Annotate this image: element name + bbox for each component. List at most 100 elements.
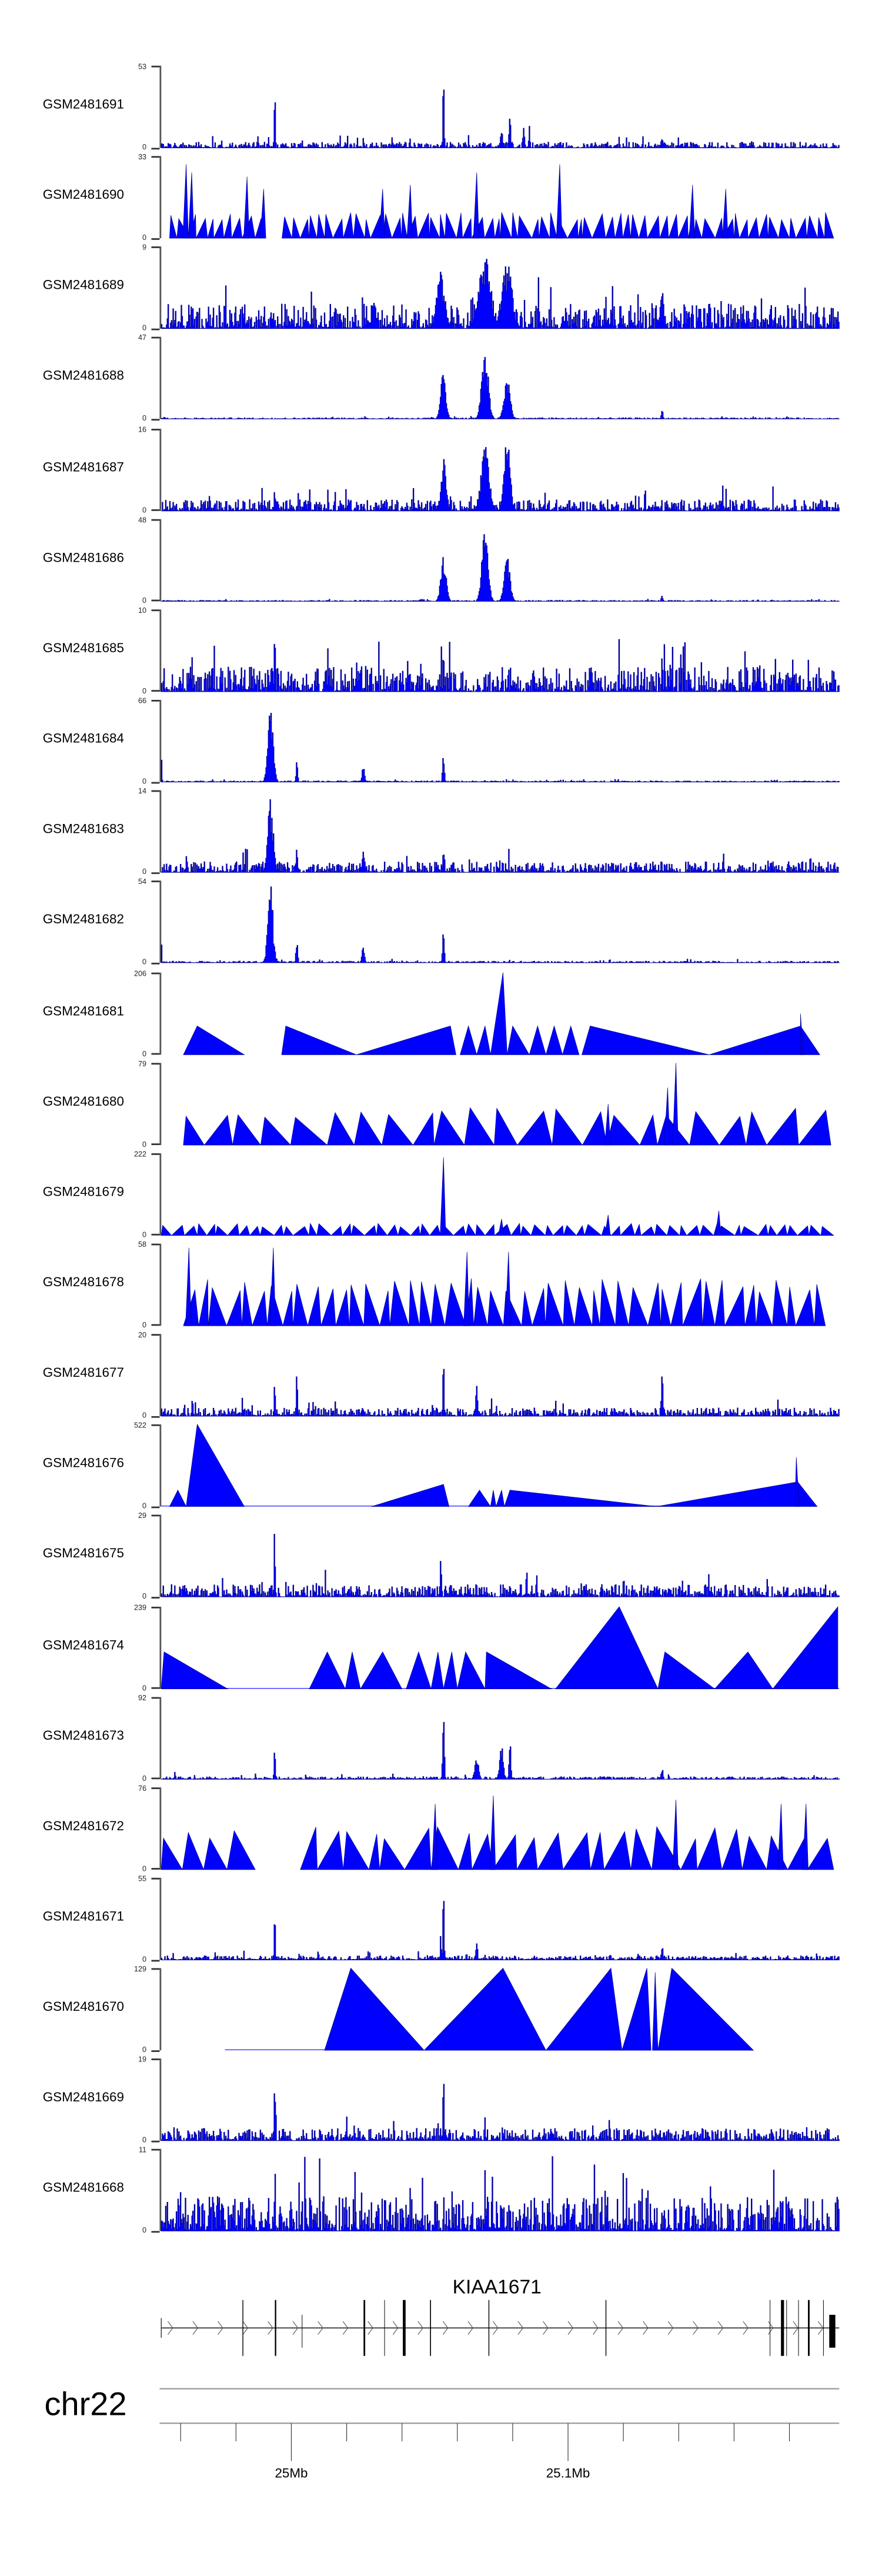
coverage-triangle (734, 1224, 741, 1236)
coverage-triangle (260, 1226, 275, 1236)
coverage-triangle (504, 1490, 657, 1507)
y-max-label: 58 (138, 1240, 147, 1249)
coverage-triangle (767, 217, 779, 239)
y-axis (159, 2149, 162, 2232)
coverage-triangle (714, 1650, 773, 1689)
coverage-triangle (532, 1288, 546, 1326)
coverage-triangle (772, 1280, 788, 1326)
y-tick (151, 147, 160, 148)
y-tick (151, 246, 160, 248)
coverage-triangle (772, 1605, 838, 1689)
coverage-triangle (545, 1224, 554, 1236)
y-max-label: 53 (138, 62, 147, 71)
y-axis (159, 246, 162, 329)
coverage-triangle (363, 1283, 380, 1326)
signal-plot (161, 1901, 840, 1961)
coverage-triangle (433, 1110, 465, 1145)
coverage-triangle (689, 1110, 720, 1145)
y-max-label: 11 (138, 2146, 147, 2155)
coverage-triangle (490, 972, 507, 1055)
track-GSM2481688: GSM2481688 47 0 (0, 334, 882, 423)
coverage-triangle (702, 1281, 716, 1326)
coverage-triangle (592, 1290, 600, 1326)
coverage-triangle (316, 1223, 332, 1236)
coverage-triangle (226, 1290, 242, 1326)
coverage-triangle (464, 1106, 495, 1145)
coverage-triangle (300, 219, 309, 239)
coverage-triangle (327, 1111, 355, 1145)
coverage-triangle (767, 1224, 777, 1236)
coverage-triangle (582, 1110, 607, 1145)
coverage-triangle (647, 1282, 662, 1326)
coverage-triangle (545, 1024, 563, 1055)
y-axis (159, 1334, 162, 1417)
coverage-triangle (715, 1210, 721, 1236)
y-tick (151, 1787, 160, 1788)
coverage-triangle (283, 1226, 293, 1236)
track-GSM2481691: GSM2481691 53 0 (0, 62, 882, 151)
coverage-triangle (494, 1107, 518, 1145)
y-tick (151, 962, 160, 963)
coverage-triangle (465, 1223, 476, 1236)
track-GSM2481668: GSM2481668 11 0 (0, 2146, 882, 2235)
coverage-triangle (171, 1224, 185, 1236)
strand-arrow-icon (593, 2321, 599, 2335)
coverage-triangle (668, 214, 679, 239)
coverage-triangle (195, 218, 208, 239)
signal-plot (169, 164, 834, 239)
coverage-triangle (430, 1651, 444, 1689)
coverage-triangle (213, 219, 225, 239)
coverage-triangle (659, 216, 669, 239)
signal-bars (161, 259, 840, 329)
coverage-triangle (198, 1279, 209, 1326)
coverage-triangle (802, 1803, 808, 1870)
coverage-triangle (324, 214, 333, 239)
coverage-triangle (345, 1651, 361, 1689)
track-GSM2481679: GSM2481679 222 0 (0, 1150, 882, 1239)
signal-plot (161, 639, 840, 692)
track-label: GSM2481678 (42, 1274, 124, 1290)
track-label: GSM2481680 (42, 1093, 124, 1109)
y-axis (159, 2058, 162, 2141)
y-max-label: 9 (142, 243, 147, 252)
y-tick (151, 1424, 160, 1426)
track-GSM2481678: GSM2481678 58 0 (0, 1240, 882, 1329)
strand-arrow-icon (242, 2321, 249, 2335)
y-axis (159, 1606, 162, 1689)
coverage-triangle (484, 218, 495, 239)
coverage-triangle (545, 1968, 623, 2051)
coverage-triangle (206, 1223, 216, 1236)
coverage-triangle (473, 172, 479, 239)
signal-bars (161, 1369, 840, 1417)
coverage-triangle (759, 214, 769, 239)
coverage-triangle (660, 1289, 671, 1326)
coverage-triangle (521, 1291, 533, 1326)
coverage-triangle (498, 1219, 505, 1236)
track-GSM2481690: GSM2481690 33 0 (0, 153, 882, 242)
coverage-triangle (182, 1831, 204, 1870)
y-max-label: 33 (138, 153, 147, 162)
signal-plot (183, 972, 820, 1055)
coverage-triangle (814, 1284, 826, 1326)
signal-plot (161, 1534, 840, 1598)
coverage-triangle (379, 1837, 405, 1870)
y-min-label: 0 (142, 1683, 147, 1691)
coverage-triangle (308, 215, 318, 239)
coverage-triangle (364, 219, 371, 239)
coverage-triangle (530, 1224, 546, 1236)
coverage-triangle (300, 1826, 318, 1870)
exon (808, 2300, 810, 2356)
y-max-label: 47 (138, 334, 147, 343)
track-label: GSM2481686 (42, 550, 124, 565)
exon (823, 2300, 824, 2356)
track-GSM2481674: GSM2481674 239 0 (0, 1603, 882, 1691)
y-tick (151, 609, 160, 610)
coverage-triangle (496, 1490, 505, 1507)
coverage-triangle (584, 1223, 603, 1236)
coverage-triangle (517, 1110, 553, 1145)
signal-plot (161, 1157, 834, 1236)
coverage-triangle (457, 1650, 486, 1689)
y-min-label: 0 (142, 958, 147, 967)
coverage-triangle (249, 1225, 260, 1236)
signal-plot (161, 259, 840, 329)
